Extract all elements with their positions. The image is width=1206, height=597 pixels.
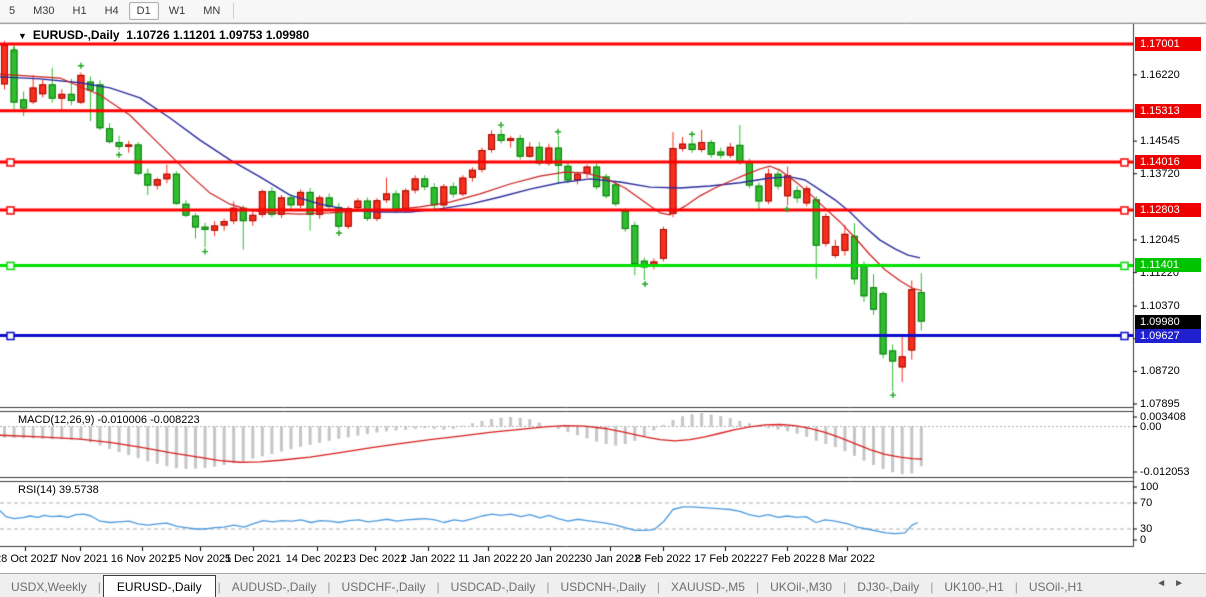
chart-title: ▼ EURUSD-,Daily 1.10726 1.11201 1.09753 1…	[18, 28, 309, 42]
date-axis-label: 2 Jan 2022	[400, 553, 456, 565]
tab-ukoil-m30[interactable]: UKOil-,M30	[770, 580, 833, 594]
macd-axis-label: -0.012053	[1140, 466, 1190, 478]
price-axis-label: 1.16220	[1140, 68, 1180, 81]
date-axis-label: 30 Jan 2022	[579, 553, 641, 565]
tab-separator: |	[930, 580, 934, 594]
tab-separator: |	[436, 580, 440, 594]
timeframe-button-w1[interactable]: W1	[168, 5, 186, 17]
tab-audusd-daily[interactable]: AUDUSD-,Daily	[231, 580, 317, 594]
date-axis-label: 23 Dec 2021	[343, 553, 407, 565]
tab-scroll-left-icon[interactable]: ◄	[1156, 578, 1175, 589]
tab-separator: |	[1014, 580, 1018, 594]
tab-scroll-right-icon[interactable]: ►	[1174, 578, 1192, 589]
price-axis-label: 1.08720	[1140, 365, 1180, 378]
rsi-indicator-label: RSI(14) 39.5738	[18, 484, 99, 496]
tab-usdcnh-daily[interactable]: USDCNH-,Daily	[560, 580, 646, 594]
price-tag: 1.15313	[1135, 103, 1201, 118]
price-tag: 1.12803	[1135, 202, 1201, 217]
tab-separator: |	[843, 580, 847, 594]
tab-separator: |	[97, 580, 101, 594]
tab-xauusd-m5[interactable]: XAUUSD-,M5	[670, 580, 745, 594]
timeframe-button-d1[interactable]: D1	[128, 2, 159, 20]
rsi-axis-label: 100	[1140, 481, 1159, 493]
tab-scroll-arrows: ◄►	[1156, 578, 1192, 589]
price-tag: 1.14016	[1135, 155, 1201, 169]
toolbar-separator	[233, 3, 235, 19]
chart-symbol-label: EURUSD-,Daily	[32, 28, 120, 42]
price-tag: 1.09627	[1135, 328, 1201, 343]
chart-ohlc-values: 1.10726 1.11201 1.09753 1.09980	[126, 28, 310, 42]
tab-usoil-h1[interactable]: USOil-,H1	[1028, 580, 1083, 594]
macd-axis-label: 0.003408	[1140, 411, 1186, 423]
date-axis-label: 8 Mar 2022	[819, 553, 875, 565]
price-tag: 1.11401	[1135, 258, 1201, 273]
tab-uk100-h1[interactable]: UK100-,H1	[944, 580, 1004, 594]
tab-usdcad-daily[interactable]: USDCAD-,Daily	[450, 580, 536, 594]
date-axis-label: 7 Nov 2021	[51, 553, 109, 565]
date-axis-label: 27 Feb 2022	[756, 553, 818, 565]
tab-separator: |	[217, 580, 221, 594]
date-axis-label: 11 Jan 2022	[458, 553, 518, 565]
tab-separator: |	[755, 580, 760, 594]
rsi-axis-label: 0	[1140, 534, 1147, 546]
date-axis-label: 25 Nov 2021	[168, 553, 232, 565]
price-tag: 1.17001	[1135, 37, 1201, 51]
date-axis-label: 16 Nov 2021	[110, 553, 174, 565]
tab-separator: |	[656, 580, 660, 594]
timeframe-button-h4[interactable]: H4	[104, 5, 119, 17]
price-axis-label: 1.07895	[1140, 398, 1180, 410]
date-axis-label: 17 Feb 2022	[694, 553, 756, 565]
price-axis-label: 1.12045	[1140, 233, 1180, 246]
tab-separator: |	[327, 580, 331, 594]
date-axis-label: 8 Feb 2022	[635, 553, 691, 565]
tab-usdchf-daily[interactable]: USDCHF-,Daily	[341, 580, 426, 594]
tab-usdx-weekly[interactable]: USDX,Weekly	[11, 580, 87, 594]
price-tag: 1.09980	[1135, 314, 1201, 329]
rsi-axis-label: 70	[1140, 497, 1153, 509]
timeframe-toolbar: 5 M30 H1 H4 D1 W1 MN	[0, 0, 1206, 23]
timeframe-button-5[interactable]: 5	[9, 5, 16, 17]
tab-eurusd-daily[interactable]: EURUSD-,Daily	[102, 575, 216, 597]
date-axis-label: 5 Dec 2021	[224, 553, 282, 565]
rsi-axis-label: 30	[1140, 523, 1153, 535]
timeframe-button-mn[interactable]: MN	[203, 5, 221, 17]
macd-axis-label: 0.00	[1140, 420, 1162, 433]
tab-dj30-daily[interactable]: DJ30-,Daily	[857, 580, 920, 594]
chart-collapse-icon[interactable]: ▼	[18, 31, 27, 41]
price-axis-label: 1.13720	[1140, 167, 1180, 180]
chart-window	[0, 23, 1206, 597]
price-axis-label: 1.10370	[1140, 300, 1180, 313]
date-axis-label: 28 Oct 2021	[0, 553, 55, 565]
chart-canvas[interactable]	[0, 23, 1206, 597]
tab-separator: |	[546, 580, 550, 594]
chart-tab-bar: USDX,Weekly | EURUSD-,Daily | AUDUSD-,Daily |…	[0, 573, 1206, 597]
timeframe-button-h1[interactable]: H1	[72, 5, 87, 17]
macd-indicator-label: MACD(12,26,9) -0.010006 -0.008223	[18, 414, 200, 426]
date-axis-label: 20 Jan 2022	[519, 553, 581, 565]
date-axis-label: 14 Dec 2021	[285, 553, 349, 565]
price-axis-label: 1.14545	[1140, 135, 1180, 148]
timeframe-button-m30[interactable]: M30	[33, 5, 55, 17]
